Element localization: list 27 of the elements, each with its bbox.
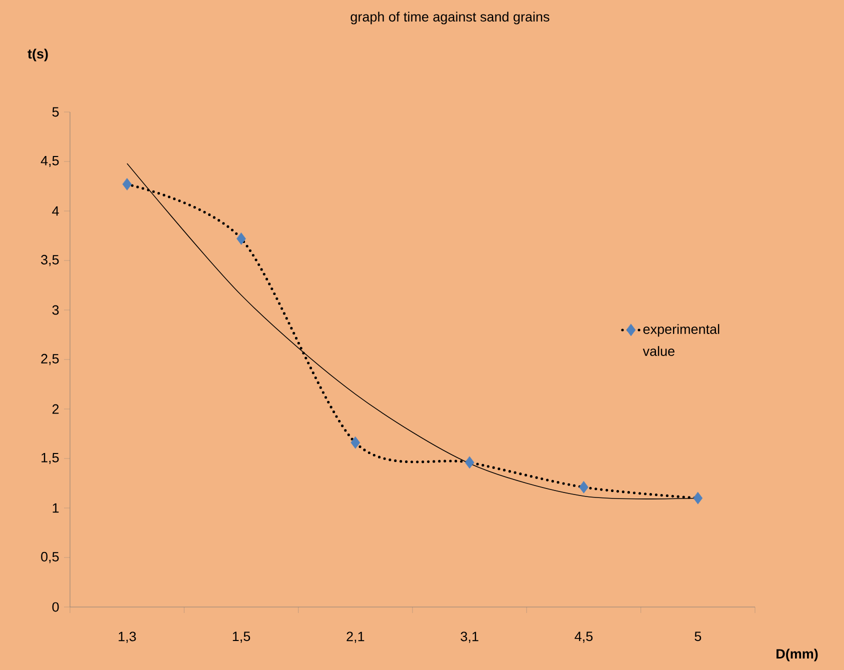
- point: [350, 436, 360, 449]
- y-axis-title: t(s): [28, 48, 48, 62]
- x-tick-label: 4,5: [574, 632, 593, 643]
- x-axis-title: D(mm): [776, 648, 818, 662]
- y-tick-label: 1: [52, 503, 59, 513]
- y-tick-label: 0,5: [41, 552, 59, 564]
- point: [122, 178, 132, 190]
- y-tick-label: 2: [52, 404, 59, 414]
- y-tick-label: 3,5: [41, 254, 59, 266]
- x-tick-label: 1,3: [118, 632, 136, 643]
- y-tick-label: 5: [52, 107, 59, 117]
- y-tick-label: 0: [52, 602, 59, 612]
- y-tick-label: 4: [52, 206, 59, 216]
- point: [693, 492, 703, 504]
- legend-label: experimental value: [642, 324, 720, 356]
- x-tick-label: 2,1: [346, 632, 364, 643]
- y-tick-label: 1,5: [42, 453, 59, 464]
- x-tick-label: 3,1: [460, 632, 478, 643]
- y-tick-label: 3: [52, 305, 59, 315]
- x-tick-label: 5: [694, 632, 702, 642]
- y-tick-label: 2,5: [41, 354, 59, 366]
- chart-title: graph of time against sand grains: [350, 12, 550, 24]
- point: [464, 456, 474, 469]
- x-tick-label: 1,5: [232, 632, 250, 643]
- y-tick-label: 4,5: [40, 156, 59, 168]
- point: [579, 481, 588, 494]
- point: [236, 232, 246, 245]
